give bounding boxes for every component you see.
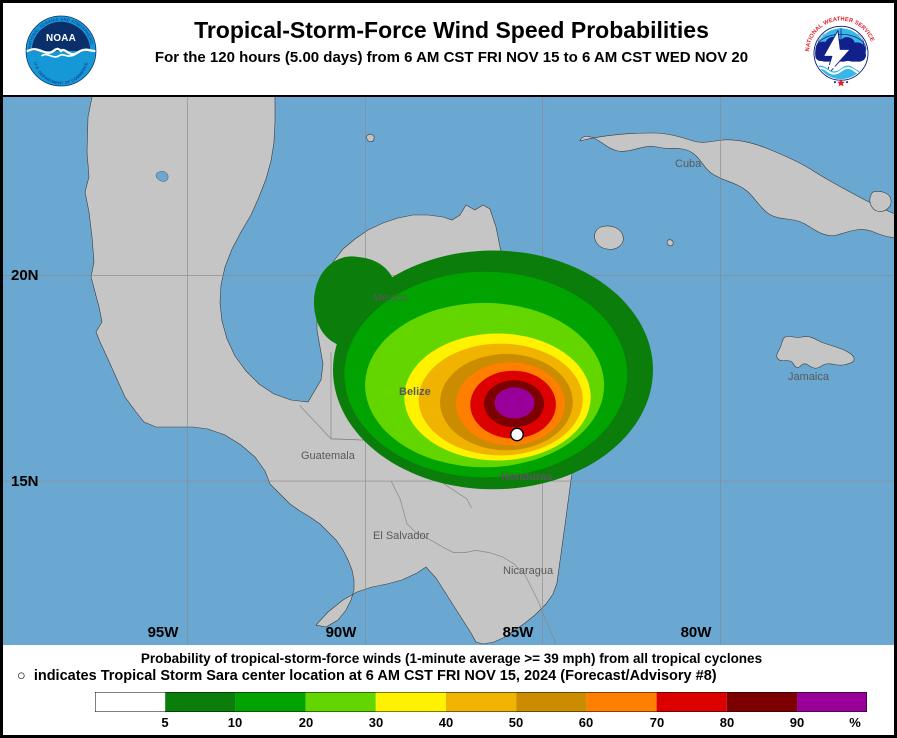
svg-text:80: 80 <box>720 715 734 730</box>
svg-text:30: 30 <box>369 715 383 730</box>
svg-text:Honduras: Honduras <box>501 471 552 483</box>
svg-text:60: 60 <box>579 715 593 730</box>
svg-text:70: 70 <box>650 715 664 730</box>
svg-text:NOAA: NOAA <box>46 33 76 44</box>
svg-text:20: 20 <box>299 715 313 730</box>
svg-text:Belize: Belize <box>399 386 431 398</box>
svg-text:%: % <box>849 715 861 730</box>
svg-text:95W: 95W <box>148 624 180 641</box>
svg-text:Cuba: Cuba <box>675 158 702 170</box>
svg-text:Jamaica: Jamaica <box>788 371 830 383</box>
svg-text:Nicaragua: Nicaragua <box>503 565 554 577</box>
svg-text:90: 90 <box>790 715 804 730</box>
svg-text:50: 50 <box>509 715 523 730</box>
svg-text:20N: 20N <box>11 267 39 284</box>
svg-text:90W: 90W <box>326 624 358 641</box>
svg-text:85W: 85W <box>503 624 535 641</box>
svg-text:El Salvador: El Salvador <box>373 530 430 542</box>
svg-text:10: 10 <box>228 715 242 730</box>
svg-text:80W: 80W <box>681 624 713 641</box>
svg-text:15N: 15N <box>11 473 39 490</box>
svg-text:Mexico: Mexico <box>373 292 408 304</box>
svg-text:40: 40 <box>439 715 453 730</box>
svg-text:5: 5 <box>161 715 168 730</box>
svg-text:Guatemala: Guatemala <box>301 450 356 462</box>
